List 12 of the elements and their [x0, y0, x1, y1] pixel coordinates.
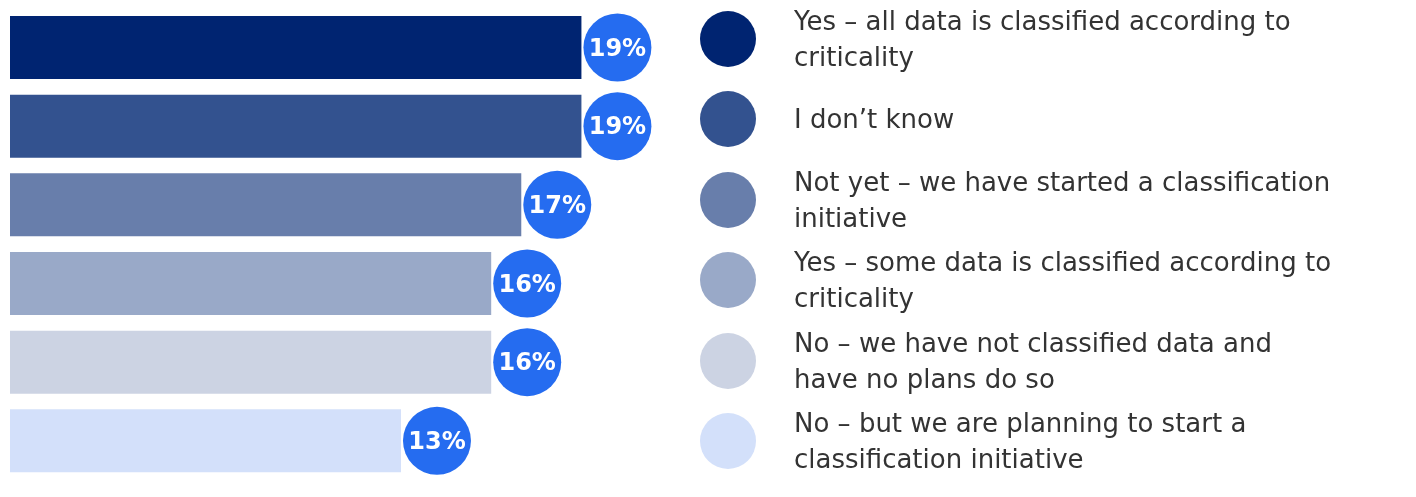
data-label: 17% — [528, 190, 586, 219]
data-label: 13% — [408, 426, 466, 455]
data-label: 19% — [588, 112, 647, 141]
data-label: 16% — [498, 348, 556, 377]
legend-label: I don’t know — [794, 103, 956, 137]
data-label: 19% — [588, 33, 647, 62]
legend-label: Yes – some data is classified according to criticality — [794, 246, 1333, 316]
data-label: 16% — [498, 269, 556, 298]
legend-label: No – we have not classified data and have no plans do so — [794, 326, 1273, 396]
legend-label: Not yet – we have started a classification initiative — [794, 165, 1332, 235]
legend-label: No – but we are planning to start a classification initiative — [794, 406, 1248, 476]
legend-label: Yes – all data is classified according to criticality — [794, 5, 1292, 74]
